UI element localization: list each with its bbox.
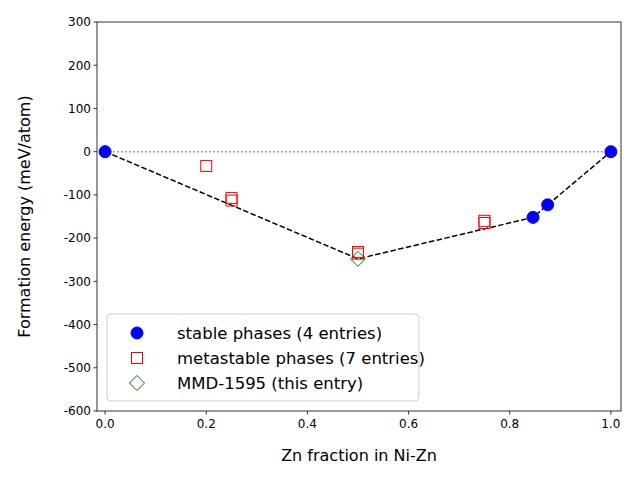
point [527,211,539,223]
y-tick-label: -300 [64,275,91,289]
legend-marker [132,353,143,364]
point [201,160,212,171]
x-tick-label: 1.0 [601,417,620,431]
y-tick-label: 300 [68,15,91,29]
x-tick [610,411,611,415]
x-tick-label: 0.6 [399,417,418,431]
y-tick [94,151,98,152]
x-tick [408,411,409,415]
y-tick [94,108,98,109]
legend-label: MMD-1595 (this entry) [177,374,363,393]
chart: 0.0 0.2 0.4 0.6 0.8 1.0 -600 -500 -400 -300 -200 -1… [0,0,640,480]
y-tick [94,281,98,282]
x-tick [307,411,308,415]
legend-marker [130,376,145,391]
y-tick-label: 0 [83,145,91,159]
y-tick [94,194,98,195]
y-tick [94,22,98,23]
y-tick-label: 100 [68,102,91,116]
point [479,217,490,228]
x-tick [206,411,207,415]
line-dotted [105,151,611,153]
x-tick [105,411,106,415]
y-tick [94,65,98,66]
y-tick [94,238,98,239]
point [352,248,363,259]
y-tick-label: -500 [64,361,91,375]
point [605,146,617,158]
point [99,146,111,158]
x-tick-label: 0.4 [298,417,317,431]
y-tick [94,324,98,325]
y-tick-label: -400 [64,318,91,332]
x-tick-label: 0.2 [197,417,216,431]
frame [97,22,621,411]
x-tick [509,411,510,415]
legend-label: stable phases (4 entries) [177,324,382,343]
legend-label: metastable phases (7 entries) [177,349,425,368]
line-dashed [105,152,611,259]
legend: stable phases (4 entries) metastable phas… [107,314,425,401]
point [350,251,365,266]
y-tick-label: -100 [64,188,91,202]
y-tick-label: -200 [64,231,91,245]
plot-area [99,146,617,267]
y-tick [94,367,98,368]
x-axis-label: Zn fraction in Ni-Zn [281,446,437,465]
point [542,199,554,211]
y-tick-label: 200 [68,59,91,73]
point [226,192,237,203]
y-tick-label: -600 [64,404,91,418]
legend-marker [131,327,143,339]
point [226,195,237,206]
point [479,215,490,226]
x-tick-label: 0.0 [96,417,115,431]
y-tick [94,411,98,412]
x-tick-label: 0.8 [500,417,519,431]
y-axis-label: Formation energy (meV/atom) [15,95,34,337]
